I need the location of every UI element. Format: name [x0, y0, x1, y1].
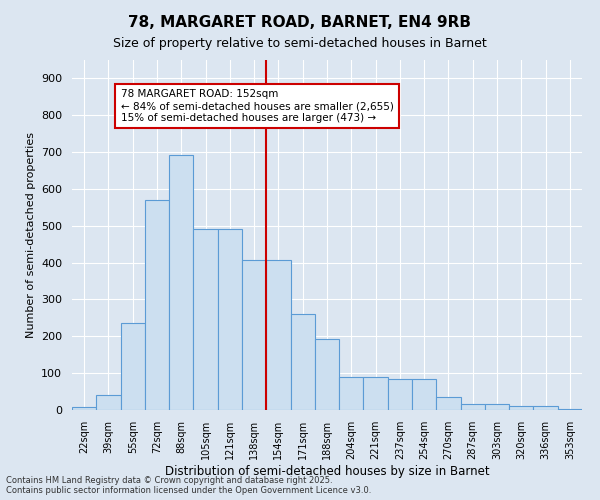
Bar	[72, 407, 96, 410]
X-axis label: Distribution of semi-detached houses by size in Barnet: Distribution of semi-detached houses by …	[164, 464, 490, 477]
Bar	[485, 404, 509, 410]
Bar	[461, 404, 485, 410]
Bar	[242, 260, 266, 410]
Bar	[558, 408, 582, 410]
Text: 78 MARGARET ROAD: 152sqm
← 84% of semi-detached houses are smaller (2,655)
15% o: 78 MARGARET ROAD: 152sqm ← 84% of semi-d…	[121, 90, 394, 122]
Bar	[290, 314, 315, 410]
Bar	[412, 378, 436, 410]
Text: Size of property relative to semi-detached houses in Barnet: Size of property relative to semi-detach…	[113, 38, 487, 51]
Text: Contains HM Land Registry data © Crown copyright and database right 2025.
Contai: Contains HM Land Registry data © Crown c…	[6, 476, 371, 495]
Bar	[315, 339, 339, 410]
Bar	[145, 200, 169, 410]
Text: 78, MARGARET ROAD, BARNET, EN4 9RB: 78, MARGARET ROAD, BARNET, EN4 9RB	[128, 15, 472, 30]
Bar	[266, 260, 290, 410]
Bar	[96, 394, 121, 410]
Bar	[121, 324, 145, 410]
Bar	[364, 377, 388, 410]
Bar	[218, 230, 242, 410]
Y-axis label: Number of semi-detached properties: Number of semi-detached properties	[26, 132, 35, 338]
Bar	[436, 396, 461, 410]
Bar	[509, 406, 533, 410]
Bar	[169, 154, 193, 410]
Bar	[533, 406, 558, 410]
Bar	[388, 378, 412, 410]
Bar	[193, 230, 218, 410]
Bar	[339, 377, 364, 410]
